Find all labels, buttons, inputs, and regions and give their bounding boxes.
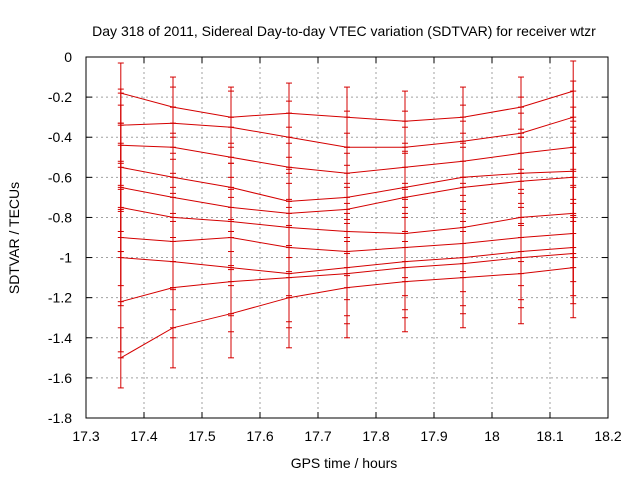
x-tick-label: 18 [484, 428, 500, 444]
chart-title: Day 318 of 2011, Sidereal Day-to-day VTE… [92, 23, 596, 39]
y-tick-label: 0 [64, 49, 72, 65]
x-tick-label: 17.5 [188, 428, 215, 444]
y-tick-label: -1.8 [48, 410, 72, 426]
y-tick-label: -1.2 [48, 290, 72, 306]
y-tick-label: -1.4 [48, 330, 72, 346]
y-tick-label: -0.6 [48, 169, 72, 185]
x-axis-label: GPS time / hours [291, 455, 398, 471]
x-tick-label: 18.2 [594, 428, 621, 444]
y-tick-label: -1 [60, 250, 73, 266]
x-tick-label: 17.8 [362, 428, 389, 444]
axis-ticks: 17.3 17.4 17.5 17.6 17.7 17.8 17.9 18 18.1 18.2 0 -… [48, 49, 622, 444]
y-tick-label: -0.4 [48, 129, 72, 145]
y-axis-label: SDTVAR / TECUs [6, 182, 22, 294]
x-tick-label: 18.1 [536, 428, 563, 444]
y-tick-label: -0.2 [48, 89, 72, 105]
plot-frame [85, 56, 609, 419]
x-tick-label: 17.4 [130, 428, 157, 444]
series-s10 [117, 216, 577, 389]
x-tick-label: 17.9 [420, 428, 447, 444]
data-series [117, 60, 577, 389]
y-tick-label: -0.8 [48, 209, 72, 225]
x-tick-label: 17.7 [304, 428, 331, 444]
x-tick-label: 17.6 [246, 428, 273, 444]
x-tick-label: 17.3 [72, 428, 99, 444]
y-tick-label: -1.6 [48, 370, 72, 386]
